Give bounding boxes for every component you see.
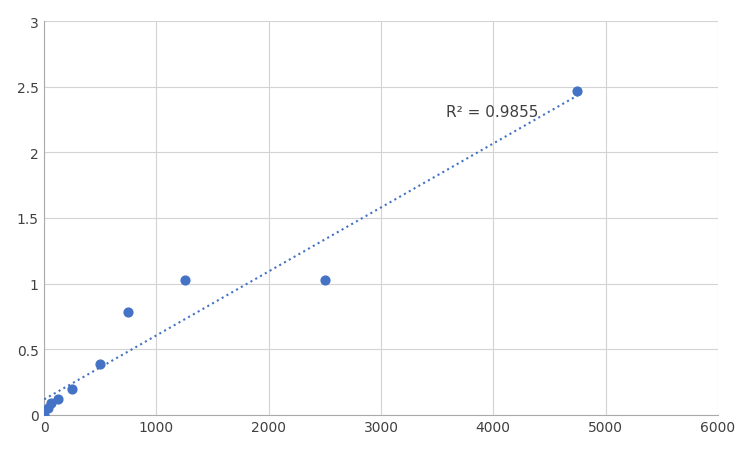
Point bbox=[41, 405, 53, 412]
Point bbox=[319, 276, 331, 284]
Point bbox=[94, 360, 106, 368]
Point bbox=[66, 385, 78, 392]
Point bbox=[178, 276, 190, 284]
Point bbox=[52, 396, 64, 403]
Text: R² = 0.9855: R² = 0.9855 bbox=[446, 104, 538, 120]
Point bbox=[38, 411, 50, 419]
Point bbox=[45, 400, 57, 407]
Point bbox=[123, 309, 135, 316]
Point bbox=[572, 88, 584, 95]
